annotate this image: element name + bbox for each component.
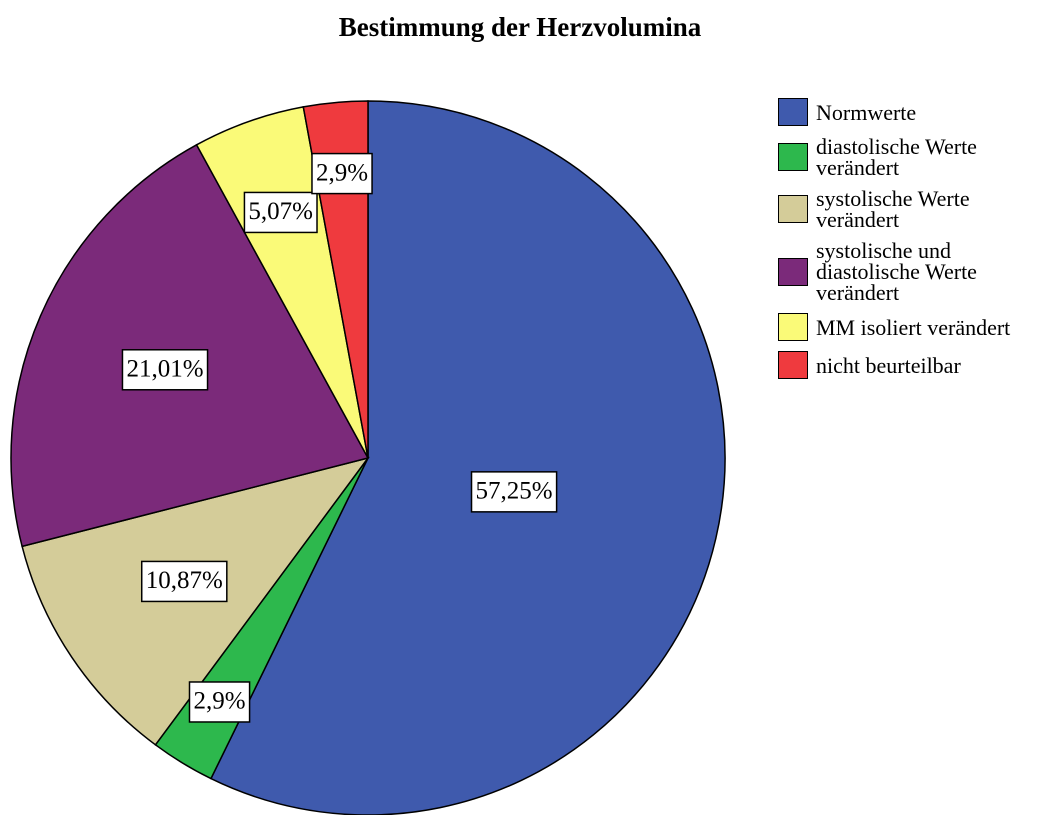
data-label-box xyxy=(311,152,373,195)
data-label-box xyxy=(140,560,228,603)
legend-swatch xyxy=(778,313,808,341)
legend-label: systolische und diastolische Werte verän… xyxy=(816,238,977,305)
legend-label: systolische Werte verändert xyxy=(816,186,970,232)
data-label-box xyxy=(243,191,318,234)
data-label-box xyxy=(121,349,209,391)
legend-swatch xyxy=(778,351,808,379)
data-label-text: 21,01% xyxy=(126,356,203,383)
legend-item: nicht beurteilbar xyxy=(778,351,1023,379)
legend-item: Normwerte xyxy=(778,98,1023,126)
data-label-box xyxy=(188,681,251,723)
data-label: 57,25% xyxy=(470,471,558,513)
legend-item: systolische Werte verändert xyxy=(778,186,1023,232)
legend-label: nicht beurteilbar xyxy=(816,352,961,378)
data-label: 10,87% xyxy=(140,560,228,603)
legend-item: systolische und diastolische Werte verän… xyxy=(778,238,1023,305)
data-label: 2,9% xyxy=(188,681,251,723)
data-label-text: 10,87% xyxy=(146,567,223,594)
chart-title: Bestimmung der Herzvolumina xyxy=(339,12,702,42)
legend-label: Normwerte xyxy=(816,99,917,125)
data-label-text: 5,07% xyxy=(248,198,313,225)
data-label: 21,01% xyxy=(121,349,209,391)
legend-swatch xyxy=(778,143,808,171)
data-label: 2,9% xyxy=(311,152,373,195)
legend-swatch xyxy=(778,257,808,286)
data-label-text: 2,9% xyxy=(194,688,246,715)
legend-label: MM isoliert verändert xyxy=(816,314,1011,340)
pie-slice xyxy=(10,143,370,548)
legend-label: diastolische Werte verändert xyxy=(816,134,977,180)
data-label-text: 57,25% xyxy=(476,478,553,505)
legend-item: MM isoliert verändert xyxy=(778,313,1023,341)
legend-item: diastolische Werte verändert xyxy=(778,134,1023,180)
data-label-text: 2,9% xyxy=(316,159,368,186)
data-label: 5,07% xyxy=(243,191,318,234)
pie-slice xyxy=(209,100,726,815)
legend-swatch xyxy=(778,195,808,223)
legend-swatch xyxy=(778,98,808,126)
data-label-box xyxy=(470,471,558,513)
legend: Normwerte diastolische Werte verändert sys… xyxy=(778,98,1023,389)
